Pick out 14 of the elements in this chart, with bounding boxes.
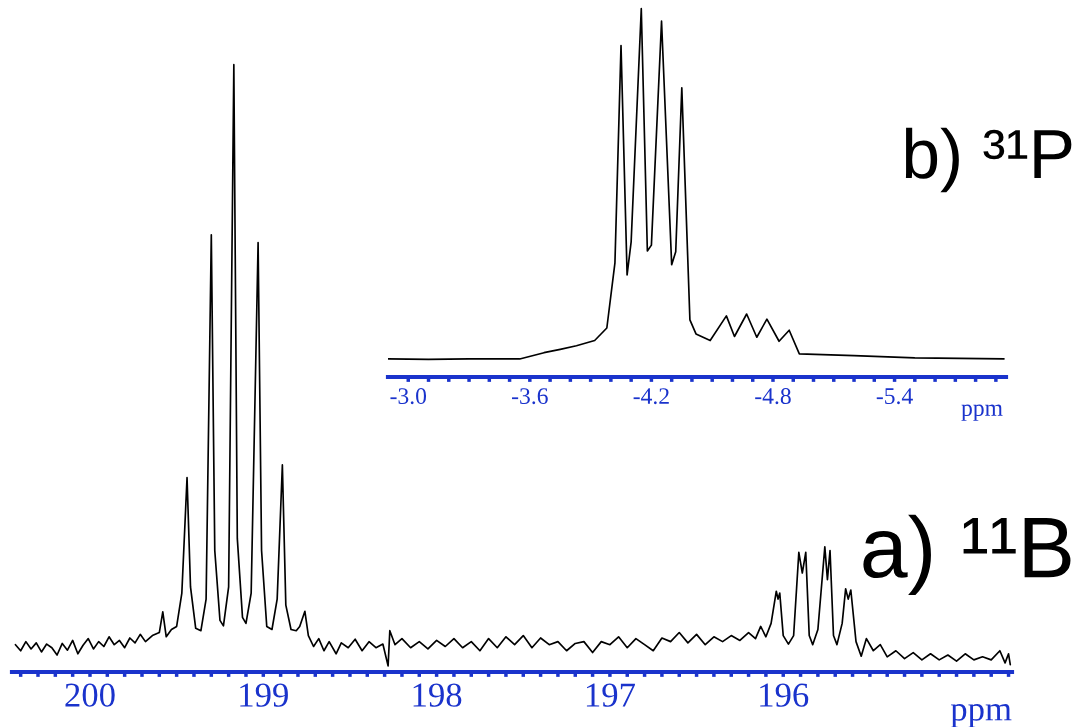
x-tick-label: 197: [586, 683, 635, 707]
x-tick-label: 196: [760, 683, 809, 707]
x-tick-label: -3.6: [512, 388, 548, 405]
x-tick-label: 200: [65, 683, 115, 707]
x-tick-label: 198: [413, 683, 462, 707]
x-tick-label: -4.8: [755, 388, 791, 405]
x-tick-label: -5.4: [876, 388, 913, 405]
x-tick-label: -3.0: [390, 388, 427, 405]
x-axis-title: ppm: [961, 404, 1003, 421]
text: b) ³¹P: [905, 127, 1072, 193]
text: a) ¹¹B: [863, 514, 1071, 596]
x-tick-label: 199: [240, 683, 288, 707]
x-tick-label: -4.2: [633, 388, 669, 405]
x-axis-title: ppm: [950, 703, 1012, 727]
